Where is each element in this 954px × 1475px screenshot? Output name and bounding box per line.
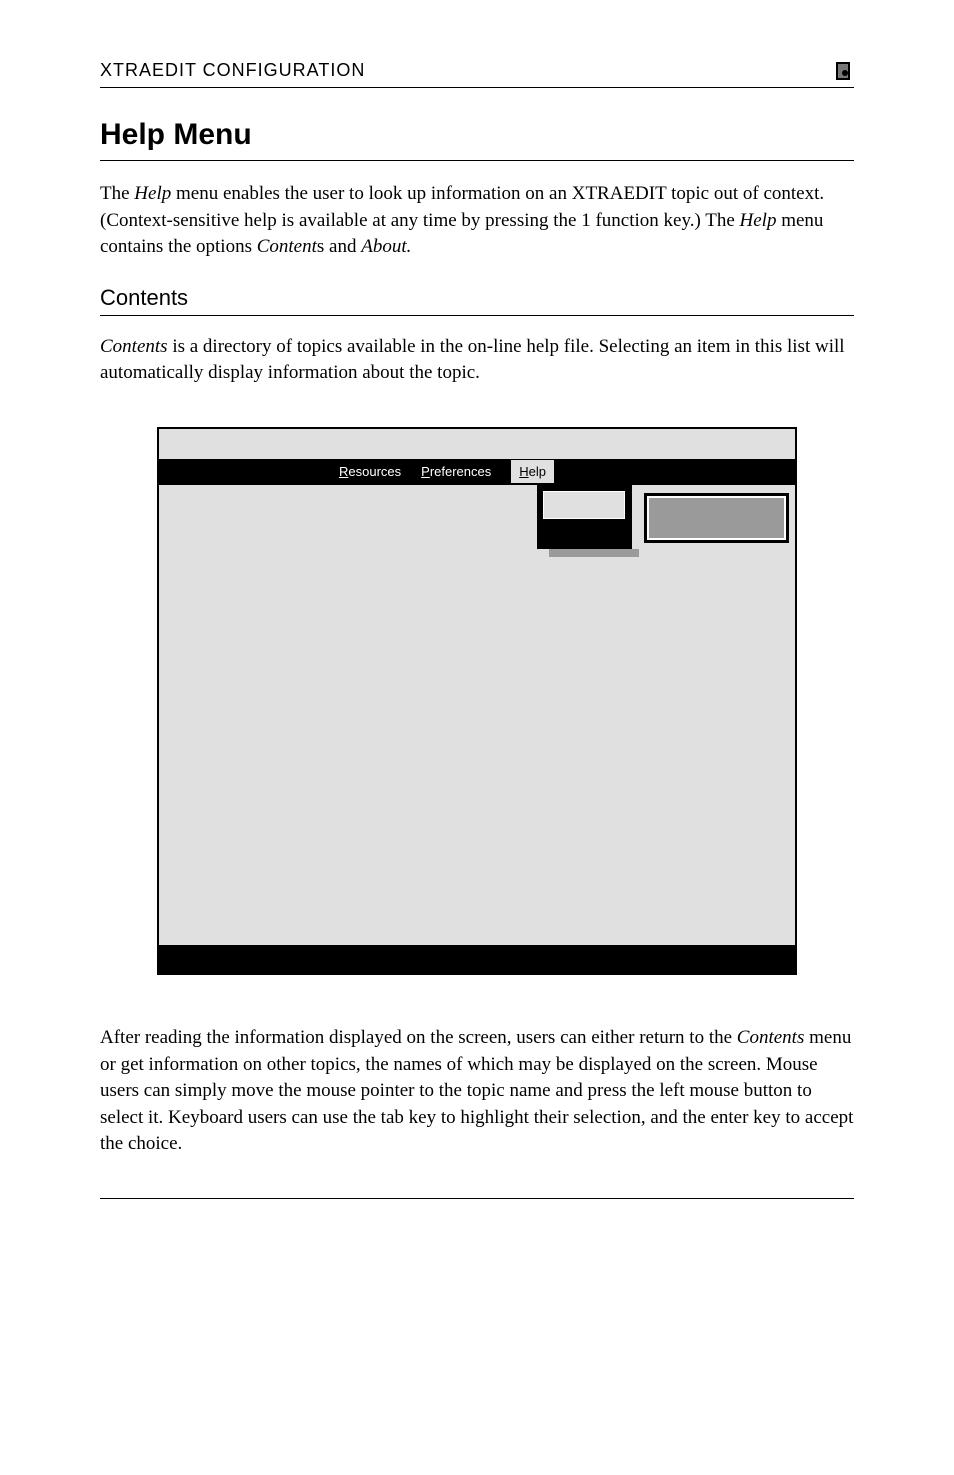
window-client-area <box>159 565 795 945</box>
text: The <box>100 183 134 204</box>
after-figure-paragraph: After reading the information displayed … <box>100 1025 854 1158</box>
screenshot-figure: Resources Preferences Help <box>157 427 797 975</box>
dialog-panel <box>644 493 789 543</box>
menu-item-help[interactable]: Help <box>511 460 554 483</box>
text: s and <box>317 236 361 257</box>
text-italic: About. <box>361 236 411 257</box>
dropdown-area <box>159 485 795 565</box>
text-italic: Help <box>740 210 777 231</box>
window-titlebar-area <box>159 429 795 459</box>
hotkey: R <box>339 464 348 479</box>
menu-item-preferences[interactable]: Preferences <box>421 464 491 479</box>
text-italic: Contents <box>100 336 168 357</box>
text-italic: Help <box>134 183 171 204</box>
running-header: XTRAEDIT CONFIGURATION <box>100 60 854 88</box>
help-dropdown[interactable] <box>537 485 632 549</box>
menu-label-rest: elp <box>529 464 546 479</box>
menu-bar[interactable]: Resources Preferences Help <box>159 459 795 485</box>
page-icon <box>834 61 854 81</box>
text: menu enables the user to look up informa… <box>100 183 824 231</box>
text-italic: Contents <box>737 1027 805 1048</box>
dropdown-item[interactable] <box>543 491 625 519</box>
menu-label-rest: references <box>430 464 491 479</box>
footer-rule <box>100 1198 854 1199</box>
text: After reading the information displayed … <box>100 1027 737 1048</box>
text-italic: Content <box>257 236 317 257</box>
menu-label-rest: esources <box>348 464 401 479</box>
subsection-title: Contents <box>100 285 854 316</box>
subsection-paragraph: Contents is a directory of topics availa… <box>100 334 854 387</box>
intro-paragraph: The Help menu enables the user to look u… <box>100 181 854 261</box>
window-status-bar <box>159 945 795 973</box>
hotkey: H <box>519 464 528 479</box>
app-window: Resources Preferences Help <box>157 427 797 975</box>
page-title: Help Menu <box>100 118 854 161</box>
running-head-text: XTRAEDIT CONFIGURATION <box>100 60 365 81</box>
menu-item-resources[interactable]: Resources <box>339 464 401 479</box>
hotkey: P <box>421 464 430 479</box>
text: is a directory of topics available in th… <box>100 336 845 384</box>
dropdown-shadow <box>549 549 639 557</box>
